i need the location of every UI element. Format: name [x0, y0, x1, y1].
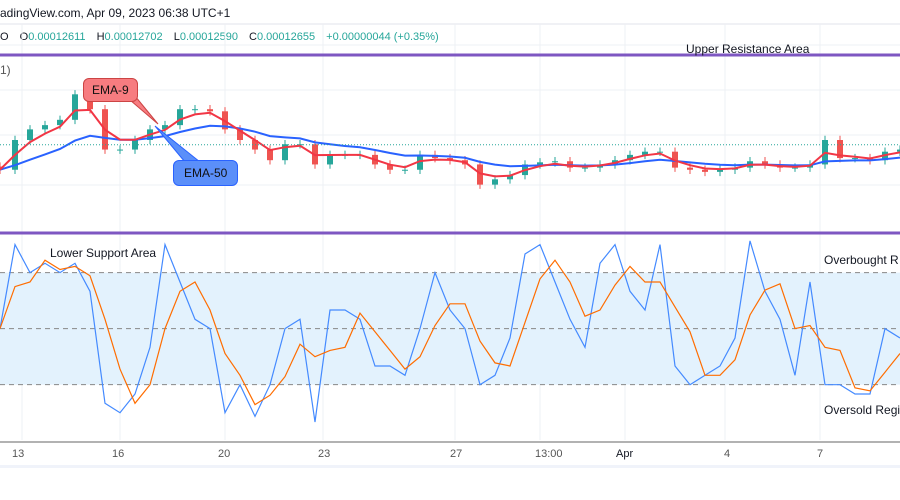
x-tick-label: 16 [112, 448, 125, 460]
candle [417, 154, 423, 170]
overbought-label: Overbought R [824, 253, 899, 267]
close-label: C [249, 31, 257, 43]
change-value: +0.00000044 (+0.35%) [326, 31, 439, 43]
candle [582, 167, 588, 169]
candle [642, 151, 648, 155]
x-tick-label: 20 [218, 448, 231, 460]
stoch-d-line [0, 259, 900, 406]
candle [282, 144, 288, 161]
candle [762, 161, 768, 165]
x-tick-label: 13 [12, 448, 25, 460]
candle [267, 149, 273, 161]
candle [627, 154, 633, 161]
ohlc-readout: O O0.00012611 H0.00012702 L0.00012590 C0… [0, 31, 439, 43]
ema9-line [0, 108, 900, 178]
stoch-k-line [0, 240, 900, 423]
candle [402, 169, 408, 171]
high-label: H [96, 31, 105, 43]
x-tick-label: Apr [616, 448, 634, 460]
candle [477, 164, 483, 185]
candle [837, 140, 843, 159]
candle [552, 161, 558, 163]
candle [507, 175, 513, 180]
oversold-label: Oversold Regi [824, 403, 900, 417]
candle [792, 167, 798, 169]
candle [717, 169, 723, 172]
candle [897, 149, 900, 152]
candle [852, 158, 858, 160]
symbol-prefix: O [0, 31, 9, 43]
candle [27, 129, 33, 140]
ema50-pointer [154, 125, 201, 163]
candle [327, 154, 333, 165]
open-label: O [19, 31, 29, 43]
upper-resistance-label: Upper Resistance Area [686, 42, 810, 56]
candle [702, 169, 708, 172]
time-axis-bottom [0, 465, 900, 468]
low-label: L [173, 31, 180, 43]
x-tick-label: 13:00 [535, 448, 563, 460]
pane-label: 1) [0, 63, 11, 77]
chart-header: adingView.com, Apr 09, 2023 06:38 UTC+1 [0, 6, 231, 20]
lower-support-label: Lower Support Area [50, 246, 157, 260]
low-value: 0.00012590 [179, 31, 238, 43]
ema50-callout: EMA-50 [173, 160, 239, 186]
high-value: 0.00012702 [104, 31, 163, 43]
ema9-callout: EMA-9 [83, 78, 138, 102]
candle [492, 179, 498, 185]
candle [207, 109, 213, 112]
candle [687, 167, 693, 170]
x-tick-label: 4 [724, 448, 731, 460]
x-tick-label: 27 [450, 448, 463, 460]
candle [162, 125, 168, 130]
candle [237, 129, 243, 140]
candle [57, 119, 63, 126]
candle [42, 125, 48, 130]
candle [177, 109, 183, 126]
close-value: 0.00012655 [256, 31, 316, 43]
candle [117, 149, 123, 151]
candle [537, 162, 543, 165]
candle [387, 164, 393, 170]
candle [72, 94, 78, 120]
ema9-pointer [129, 95, 159, 125]
open-value: 0.00012611 [28, 31, 86, 43]
candle [192, 109, 198, 111]
x-tick-label: 7 [817, 448, 824, 460]
candle [657, 151, 663, 153]
x-tick-label: 23 [318, 448, 331, 460]
